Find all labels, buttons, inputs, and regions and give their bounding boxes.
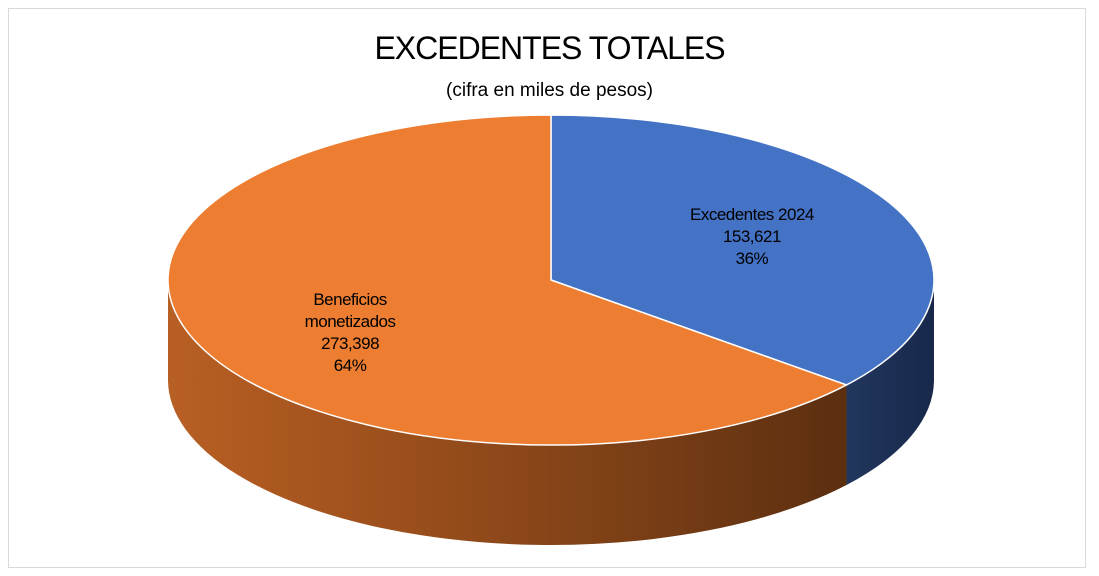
chart-title: EXCEDENTES TOTALES <box>374 30 725 66</box>
slice <box>167 114 848 446</box>
chart-frame <box>8 8 1086 568</box>
slice-side <box>168 280 847 545</box>
label-category: Beneficios monetizados <box>304 289 396 331</box>
data-label: Beneficios monetizados 273,398 64% <box>295 289 405 377</box>
data-label: Excedentes 2024 153,621 36% <box>690 204 814 270</box>
label-percent: 64% <box>333 355 367 375</box>
label-percent: 36% <box>735 249 769 269</box>
slice-side <box>846 280 934 485</box>
label-value: 273,398 <box>321 333 380 353</box>
chart-subtitle: (cifra en miles de pesos) <box>446 80 653 101</box>
label-value: 153,621 <box>722 227 781 247</box>
slice <box>550 114 935 386</box>
label-category: Excedentes 2024 <box>689 205 814 225</box>
